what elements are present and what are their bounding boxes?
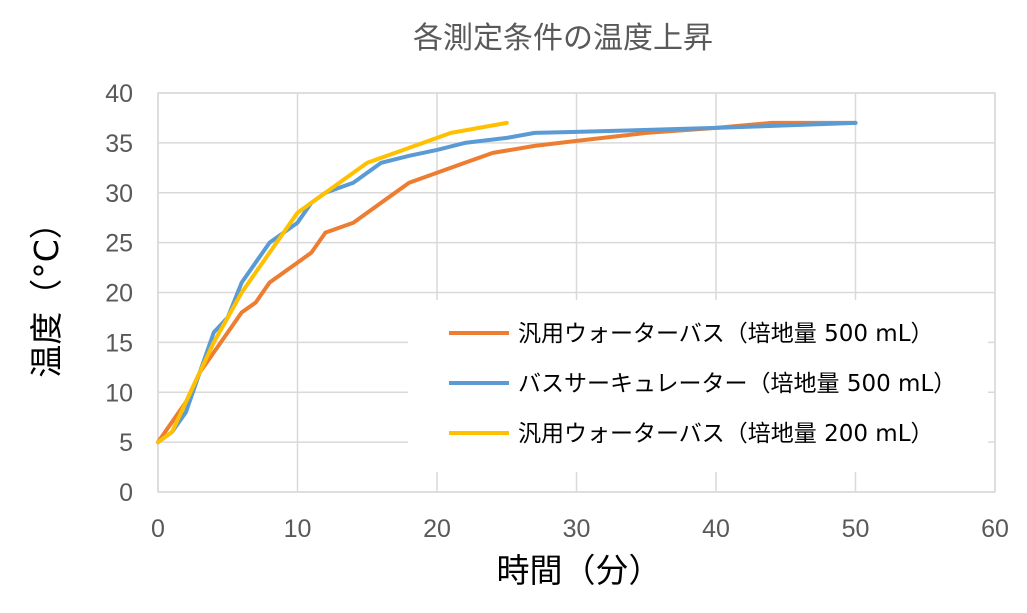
series-line-3 xyxy=(156,120,509,445)
y-tick-label: 35 xyxy=(105,130,133,158)
x-tick-label: 0 xyxy=(151,515,165,543)
x-tick-label: 10 xyxy=(284,515,312,543)
legend: 汎用ウォーターバス（培地量 500 mL） バスサーキュレーター（培地量 500 … xyxy=(408,300,988,472)
y-axis-title: 温度（°C） xyxy=(27,206,66,378)
chart-title: 各測定条件の温度上昇 xyxy=(413,21,713,56)
y-tick-label: 15 xyxy=(105,329,133,357)
y-tick-label: 10 xyxy=(105,379,133,407)
x-axis-ticks: 0 10 20 30 40 50 60 xyxy=(151,515,1009,543)
y-axis-ticks: 0 5 10 15 20 25 30 35 40 xyxy=(105,80,133,507)
plot-area-border xyxy=(157,92,996,493)
x-axis-title: 時間（分） xyxy=(497,551,662,590)
y-tick-label: 25 xyxy=(105,230,133,258)
series-lines xyxy=(156,120,858,445)
x-tick-label: 40 xyxy=(702,515,730,543)
y-tick-label: 5 xyxy=(119,429,133,457)
y-tick-label: 20 xyxy=(105,280,133,308)
x-tick-label: 20 xyxy=(423,515,451,543)
legend-label-3: 汎用ウォーターバス（培地量 200 mL） xyxy=(518,421,934,447)
legend-label-2: バスサーキュレーター（培地量 500 mL） xyxy=(518,371,956,397)
y-tick-label: 30 xyxy=(105,180,133,208)
x-tick-label: 50 xyxy=(842,515,870,543)
legend-label-1: 汎用ウォーターバス（培地量 500 mL） xyxy=(518,321,934,347)
legend-background xyxy=(408,300,988,472)
x-tick-label: 60 xyxy=(981,515,1009,543)
y-tick-label: 40 xyxy=(105,80,133,108)
x-tick-label: 30 xyxy=(563,515,591,543)
y-tick-label: 0 xyxy=(119,479,133,507)
series-line-1 xyxy=(156,120,858,445)
